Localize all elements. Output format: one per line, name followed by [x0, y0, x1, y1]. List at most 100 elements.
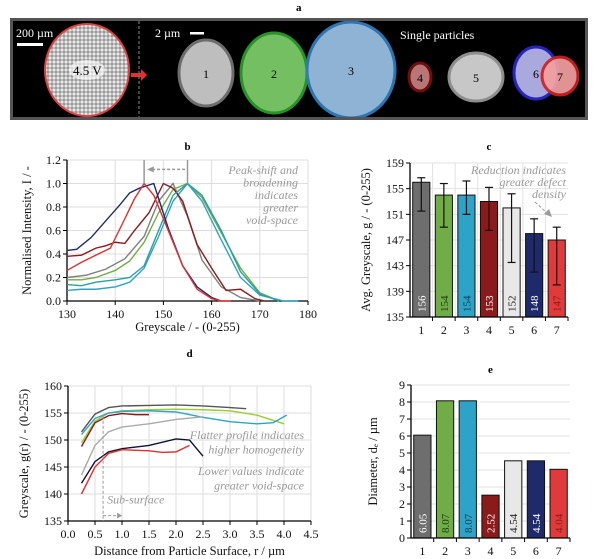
annotation-line: Sub-surface — [107, 493, 165, 507]
xtick-label: 5 — [510, 544, 516, 558]
xtick-label: 2 — [442, 544, 448, 558]
single-particles-label: Single particles — [400, 28, 475, 42]
scale-bar-right-label: 2 µm — [155, 26, 181, 40]
xtick-label: 3 — [465, 544, 471, 558]
cell-highlight — [69, 60, 105, 80]
ytick-label: 4 — [399, 463, 405, 477]
ytick-label: 8 — [399, 395, 405, 409]
particle-label-6: 6 — [533, 67, 539, 81]
bar-value-label: 4.04 — [554, 513, 566, 533]
ytick-label: 147 — [386, 233, 404, 247]
xtick-label: 4.0 — [277, 527, 292, 541]
annotation-arrow — [534, 201, 549, 215]
xtick-label: 2.5 — [196, 527, 211, 541]
chart-title: d — [186, 348, 192, 360]
ytick-label: 0.0 — [46, 294, 61, 308]
series-line-3 — [66, 182, 299, 302]
bar-value-label: 152 — [507, 296, 519, 313]
xtick-label: 3 — [463, 323, 469, 335]
bar-value-label: 147 — [552, 295, 564, 312]
series-line-6 — [80, 438, 204, 484]
bar-value-label: 8.07 — [440, 513, 452, 533]
bar-value-label: 6.05 — [417, 513, 429, 533]
xtick-label: 7 — [554, 323, 560, 335]
xtick-label: 4.5 — [304, 527, 319, 541]
ytick-label: 160 — [44, 379, 62, 393]
ytick-label: 139 — [386, 284, 404, 298]
annotation-line: greater void-space — [214, 479, 305, 493]
xtick-label: 4 — [488, 544, 494, 558]
ytick-label: 5 — [399, 446, 405, 460]
ytick-label: 140 — [44, 487, 62, 501]
bar-value-label: 154 — [461, 295, 473, 312]
panel-a: a 4.5 V 200 µm 2 µm Single particles 1 2 3… — [0, 0, 600, 125]
scale-bar-left — [17, 43, 43, 46]
xtick-label: 130 — [58, 307, 76, 321]
chart-title: c — [487, 141, 492, 153]
particle-4 — [407, 61, 433, 93]
particle-label-7: 7 — [557, 70, 563, 84]
chart-c: c 135 139 143 147 151 155 159 156 1 154 2 154 3 153 4 15… — [359, 141, 569, 335]
scale-bar-right — [190, 32, 204, 35]
ytick-label: 150 — [44, 433, 62, 447]
particle-label-4: 4 — [417, 71, 423, 85]
scale-bar-left-label: 200 µm — [16, 26, 54, 40]
xtick-label: 1.0 — [115, 527, 130, 541]
bar-value-label: 4.54 — [508, 513, 520, 533]
ytick-label: 2 — [399, 497, 405, 511]
y-axis-label: Normalised Intensity, I / - — [20, 166, 34, 295]
annotation-line: Lower values indicate — [197, 464, 305, 478]
ytick-label: 3 — [399, 480, 405, 494]
series-line-2 — [80, 408, 285, 444]
xtick-label: 160 — [203, 307, 221, 321]
xtick-label: 3.0 — [223, 527, 238, 541]
series-line-4 — [80, 412, 149, 447]
ytick-label: 155 — [44, 406, 62, 420]
y-axis-label: Avg. Greyscale, g / - (0-255) — [359, 168, 373, 312]
bar-value-label: 2.52 — [486, 514, 498, 533]
particle-3 — [305, 21, 397, 117]
chart-title: b — [184, 141, 190, 153]
ytick-label: 135 — [44, 514, 62, 528]
annotation-line: higher homogeneity — [208, 443, 304, 457]
bar-value-label: 8.07 — [463, 513, 475, 533]
particle-image-strip: 4.5 V 200 µm 2 µm Single particles 1 2 3 4 5… — [10, 18, 588, 120]
particle-label-2: 2 — [271, 67, 277, 81]
particle-1 — [177, 38, 235, 108]
ytick-label: 151 — [386, 207, 404, 221]
arrow-head-icon — [147, 166, 154, 173]
ytick-label: 143 — [386, 259, 404, 273]
particles-group: 1 2 3 4 5 6 7 — [177, 21, 580, 117]
annotation-line: void-space — [246, 213, 299, 227]
xtick-label: 170 — [251, 307, 269, 321]
xtick-label: 1 — [419, 544, 425, 558]
xtick-label: 1.5 — [142, 527, 157, 541]
x-axis-label: Greyscale / - (0-255) — [135, 320, 239, 334]
xtick-label: 5 — [509, 323, 515, 335]
annotation-line: density — [532, 187, 567, 201]
ytick-label: 0.6 — [46, 224, 61, 238]
xtick-label: 0.0 — [61, 527, 76, 541]
ytick-label: 6 — [399, 429, 405, 443]
bar-value-label: 4.54 — [531, 513, 543, 533]
xtick-label: 3.5 — [250, 527, 265, 541]
xtick-label: 6 — [531, 323, 537, 335]
bar-value-label: 148 — [529, 295, 541, 312]
particle-label-3: 3 — [348, 64, 354, 78]
series-line-5 — [80, 416, 204, 476]
annotation-line: broadening — [243, 176, 298, 190]
ytick-label: 0 — [399, 531, 405, 545]
annotation-line: greater defect — [499, 175, 566, 189]
cell-voltage-label: 4.5 V — [73, 63, 102, 78]
chart-title: e — [488, 364, 493, 376]
bar-value-label: 154 — [439, 295, 451, 312]
ytick-label: 0.8 — [46, 200, 61, 214]
ytick-label: 135 — [386, 310, 404, 324]
series-line-3 — [80, 410, 288, 436]
xtick-label: 2 — [441, 323, 447, 335]
ytick-label: 0.4 — [46, 247, 61, 261]
xtick-label: 7 — [556, 544, 562, 558]
chart-e: e01234567896.0518.0728.0732.5244.5454.54… — [366, 364, 571, 558]
bar-value-label: 153 — [484, 295, 496, 312]
ytick-label: 1.2 — [46, 153, 61, 167]
